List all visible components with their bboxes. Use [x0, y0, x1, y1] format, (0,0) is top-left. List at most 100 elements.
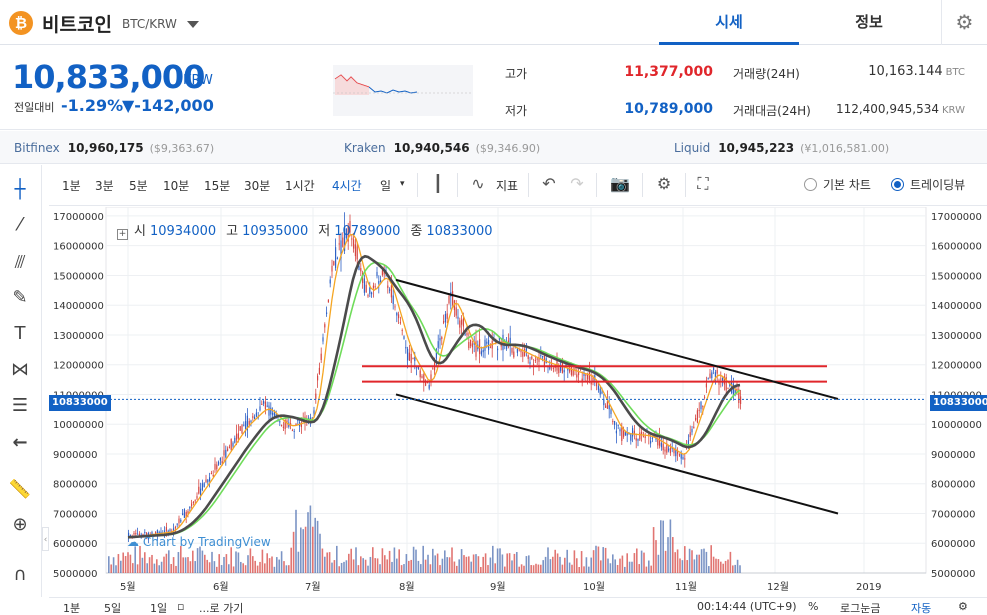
gear-icon[interactable]: ⚙ [941, 0, 987, 45]
candle-body [578, 372, 580, 376]
volume-bar [616, 564, 619, 573]
undo-icon[interactable]: ↶ [542, 174, 556, 193]
collapse-toolbar-button[interactable]: ‹ [42, 527, 49, 551]
view-trading-radio[interactable]: 트레이딩뷰 [891, 176, 965, 193]
interval-30m[interactable]: 30분 [244, 179, 271, 193]
candle-body [687, 440, 689, 448]
indicator-icon[interactable]: ∿ [471, 174, 485, 193]
volume-bar [218, 554, 220, 573]
interval-15m[interactable]: 15분 [204, 179, 231, 193]
interval-5m[interactable]: 5분 [129, 179, 148, 193]
camera-icon[interactable]: 📷 [610, 174, 630, 193]
interval-1h[interactable]: 1시간 [285, 179, 315, 193]
volume-bar [129, 554, 132, 573]
brush-icon[interactable]: ✎ [12, 287, 28, 308]
change-label: 전일대비 [14, 101, 55, 114]
chevron-down-icon[interactable] [187, 21, 199, 28]
toolbar-divider [528, 173, 529, 197]
auto-scale-toggle[interactable]: 자동 [911, 602, 932, 615]
calendar-icon[interactable]: ▫ [177, 600, 185, 613]
volume-bar [177, 552, 180, 573]
candle-body [714, 372, 716, 378]
legend-open: 10934000 [149, 224, 217, 239]
candle-body [394, 306, 396, 308]
candle-body [156, 530, 158, 536]
fullscreen-icon[interactable]: ⛶ [697, 174, 709, 193]
trend-line-icon[interactable]: ⁄ [18, 214, 22, 235]
amount-value-wrap: 112,400,945,534 KRW [820, 102, 965, 116]
chart-svg[interactable]: 5000000 5000000 6000000 6000000 7000000 70000… [49, 207, 987, 597]
ruler-icon[interactable]: 📏 [8, 479, 32, 500]
candle-body [639, 432, 641, 440]
tab-price[interactable]: 시세 [659, 0, 799, 45]
candle-body [509, 337, 511, 345]
candle-body [439, 338, 441, 341]
view-basic-radio[interactable]: 기본 차트 [804, 176, 871, 193]
volume-bar [266, 553, 268, 573]
volume-bar [204, 554, 206, 573]
redo-icon[interactable]: ↷ [570, 174, 584, 193]
candle-body [356, 246, 358, 260]
candle-body [270, 407, 272, 415]
volume-bar [681, 560, 684, 573]
volume-bar [199, 546, 201, 573]
log-scale-toggle[interactable]: 로그눈금 [840, 602, 881, 615]
volume-bar [321, 548, 324, 573]
volume-bar [607, 558, 609, 573]
indicator-button[interactable]: 지표 [496, 179, 519, 193]
magnet-icon[interactable]: ∩ [13, 564, 27, 585]
candle-body [236, 433, 238, 440]
goto-date[interactable]: ...로 가기 [199, 602, 244, 615]
candle-body [713, 367, 715, 371]
candle-body [552, 367, 554, 369]
exchange-value: 10,960,175 [67, 141, 144, 155]
volume-bar [153, 563, 156, 573]
candle-body [585, 374, 587, 376]
settings-small-icon[interactable]: ⚙ [958, 600, 968, 613]
chart-settings-icon[interactable]: ⚙ [656, 174, 672, 193]
interval-10m[interactable]: 10분 [163, 179, 190, 193]
candle-body [716, 369, 718, 374]
candle-body [401, 329, 403, 331]
tradingview-watermark[interactable]: ☁ Chart by TradingView [127, 535, 271, 549]
coin-pair[interactable]: BTC/KRW [122, 17, 177, 31]
volume-bar [175, 565, 177, 573]
interval-more-icon[interactable]: ▾ [400, 179, 405, 189]
interval-day[interactable]: 일 [380, 179, 392, 193]
candle-body [232, 442, 234, 447]
crosshair-icon[interactable]: ┼ [14, 179, 26, 200]
volume-bar [482, 556, 484, 573]
range-5d[interactable]: 5일 [104, 602, 122, 615]
candle-body [317, 375, 319, 381]
exchange-value: 10,945,223 [718, 141, 795, 155]
fib-tool-icon[interactable]: ⫻ [14, 252, 26, 273]
volume-bar [576, 558, 578, 573]
interval-4h[interactable]: 4시간 [332, 179, 362, 193]
pattern-icon[interactable]: ⋈ [11, 359, 29, 380]
volume-bar [458, 559, 460, 573]
percent-toggle[interactable]: % [808, 600, 819, 613]
volume-bar [441, 558, 444, 573]
clock-time: 00:14:44 (UTC+9) [697, 600, 797, 613]
volume-bar [146, 563, 148, 573]
volume-bar [720, 561, 722, 573]
volume-bar [571, 564, 573, 573]
text-tool-icon[interactable]: T [14, 323, 26, 344]
arrow-left-icon[interactable]: ← [12, 432, 28, 453]
candle-type-icon[interactable]: ┃ [433, 174, 443, 193]
candle-body [457, 316, 459, 319]
tab-info[interactable]: 정보 [855, 13, 883, 31]
legend-toggle-icon[interactable]: + [117, 229, 128, 240]
interval-3m[interactable]: 3분 [95, 179, 114, 193]
interval-1m[interactable]: 1분 [62, 179, 81, 193]
candle-body [306, 419, 308, 421]
price-chart[interactable]: 5000000 5000000 6000000 6000000 7000000 70000… [49, 207, 987, 597]
measure-lines-icon[interactable]: ☰ [11, 395, 29, 416]
range-1d[interactable]: 1일 [150, 602, 168, 615]
volume-bar [187, 557, 189, 573]
coin-name[interactable]: 비트코인 [42, 14, 112, 36]
candle-body [608, 405, 610, 410]
volume-bar [259, 561, 261, 573]
zoom-in-icon[interactable]: ⊕ [12, 514, 28, 535]
range-1m[interactable]: 1분 [63, 602, 81, 615]
